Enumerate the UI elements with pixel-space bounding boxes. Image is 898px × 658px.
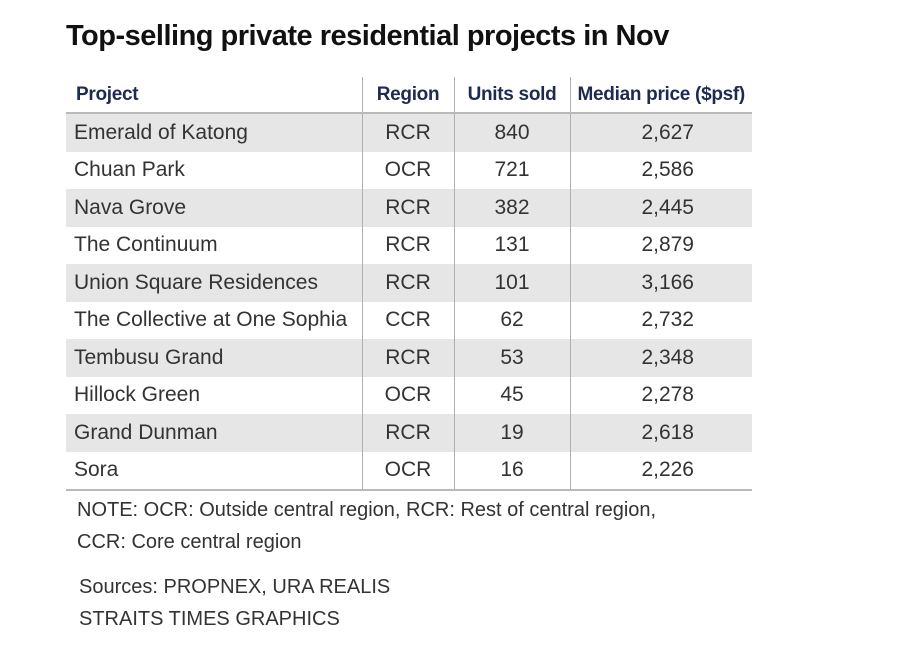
cell-project: Hillock Green: [66, 376, 362, 414]
column-header-median-price: Median price ($psf): [569, 77, 752, 114]
cell-units-sold: 721: [453, 151, 570, 189]
cell-median-price: 2,618: [569, 414, 752, 452]
cell-median-price: 2,348: [569, 339, 752, 377]
cell-median-price: 2,445: [569, 189, 752, 227]
cell-project: Sora: [66, 451, 362, 491]
cell-units-sold: 62: [453, 301, 570, 339]
cell-units-sold: 131: [453, 226, 570, 264]
cell-region: RCR: [361, 414, 454, 452]
cell-region: OCR: [361, 451, 454, 491]
footnote-line: CCR: Core central region: [77, 531, 302, 553]
cell-units-sold: 19: [453, 414, 570, 452]
cell-units-sold: 101: [453, 264, 570, 302]
cell-region: CCR: [361, 301, 454, 339]
table-row: Emerald of Katong RCR 840 2,627: [66, 113, 752, 152]
table-row: Sora OCR 16 2,226: [66, 451, 752, 491]
table-row: Hillock Green OCR 45 2,278: [66, 376, 752, 414]
cell-region: RCR: [361, 339, 454, 377]
cell-region: RCR: [361, 226, 454, 264]
table-header-row: Project Region Units sold Median price (…: [66, 77, 752, 114]
cell-median-price: 2,732: [569, 301, 752, 339]
cell-median-price: 2,627: [569, 113, 752, 152]
cell-units-sold: 16: [453, 451, 570, 491]
cell-median-price: 2,226: [569, 451, 752, 491]
column-header-project: Project: [66, 77, 362, 114]
table-row: Nava Grove RCR 382 2,445: [66, 189, 752, 227]
cell-units-sold: 53: [453, 339, 570, 377]
table-row: The Continuum RCR 131 2,879: [66, 226, 752, 264]
cell-project: Tembusu Grand: [66, 339, 362, 377]
source-line: STRAITS TIMES GRAPHICS: [79, 608, 340, 630]
cell-median-price: 3,166: [569, 264, 752, 302]
column-header-region: Region: [361, 77, 454, 114]
data-table: Project Region Units sold Median price (…: [66, 77, 752, 491]
cell-region: RCR: [361, 264, 454, 302]
cell-project: Emerald of Katong: [66, 113, 362, 152]
cell-median-price: 2,879: [569, 226, 752, 264]
cell-region: OCR: [361, 376, 454, 414]
cell-project: Grand Dunman: [66, 414, 362, 452]
cell-median-price: 2,278: [569, 376, 752, 414]
table-body: Emerald of Katong RCR 840 2,627 Chuan Park OC…: [66, 113, 752, 491]
table-row: The Collective at One Sophia CCR 62 2,732: [66, 301, 752, 339]
cell-units-sold: 45: [453, 376, 570, 414]
table-row: Chuan Park OCR 721 2,586: [66, 151, 752, 189]
table-row: Tembusu Grand RCR 53 2,348: [66, 339, 752, 377]
cell-median-price: 2,586: [569, 151, 752, 189]
sources: Sources: PROPNEX, URA REALIS STRAITS TIM…: [79, 571, 390, 635]
chart-title: Top-selling private residential projects…: [66, 20, 669, 52]
cell-units-sold: 382: [453, 189, 570, 227]
table-row: Union Square Residences RCR 101 3,166: [66, 264, 752, 302]
cell-project: The Continuum: [66, 226, 362, 264]
column-header-units-sold: Units sold: [453, 77, 570, 114]
cell-units-sold: 840: [453, 113, 570, 152]
footnote: NOTE: OCR: Outside central region, RCR: …: [77, 494, 656, 558]
cell-region: RCR: [361, 189, 454, 227]
cell-region: OCR: [361, 151, 454, 189]
cell-project: The Collective at One Sophia: [66, 301, 362, 339]
cell-project: Union Square Residences: [66, 264, 362, 302]
cell-project: Nava Grove: [66, 189, 362, 227]
cell-region: RCR: [361, 113, 454, 152]
footnote-line: NOTE: OCR: Outside central region, RCR: …: [77, 499, 657, 521]
source-line: Sources: PROPNEX, URA REALIS: [79, 576, 391, 598]
table-row: Grand Dunman RCR 19 2,618: [66, 414, 752, 452]
cell-project: Chuan Park: [66, 151, 362, 189]
